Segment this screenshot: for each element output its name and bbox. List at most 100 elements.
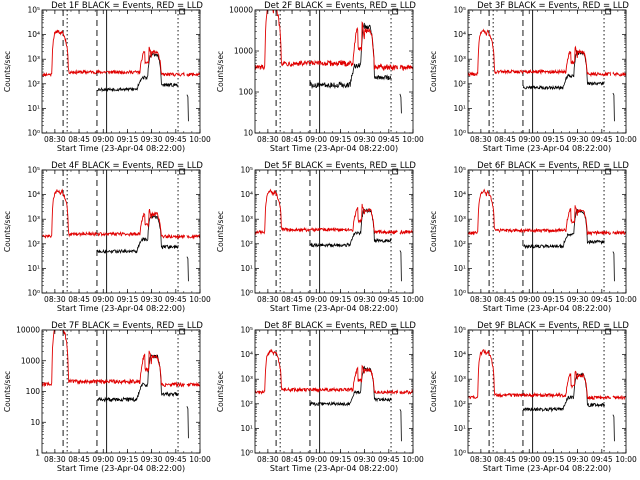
y-tick-label: 10⁵ <box>453 326 466 335</box>
x-tick-label: 10:00 <box>402 135 424 144</box>
detector-panel-4: 10⁰ 10¹ 10² 10³ 10⁴ 10⁵ 08:30 08:45 09:00 09:15 09… <box>0 160 213 320</box>
y-tick-label: 10⁴ <box>27 30 40 39</box>
x-tick-label: 08:45 <box>68 295 90 304</box>
y-tick-label: 10⁴ <box>27 190 40 199</box>
y-tick-label: 10⁰ <box>240 449 253 458</box>
y-tick-label: 1000 <box>21 356 40 365</box>
x-tick-label: 08:45 <box>281 455 303 464</box>
x-tick-label: 09:45 <box>165 135 187 144</box>
x-tick-label: 09:15 <box>330 135 352 144</box>
saa-square-marker <box>605 8 612 15</box>
x-tick-label: 09:45 <box>378 295 400 304</box>
y-tick-label: 10¹ <box>27 264 40 273</box>
x-tick-label: 09:15 <box>117 455 139 464</box>
saa-square-marker <box>392 328 399 335</box>
y-tick-label: 10¹ <box>453 264 466 273</box>
x-tick-label: 09:45 <box>591 455 613 464</box>
chart-title: Det 4F BLACK = Events, RED = LLD <box>51 161 203 171</box>
y-tick-label: 10⁵ <box>453 6 466 15</box>
x-axis-label: Start Time (23-Apr-04 08:22:00) <box>57 304 185 313</box>
series-lld-line <box>255 188 413 236</box>
y-tick-label: 10 <box>243 129 253 138</box>
x-tick-label: 09:30 <box>567 135 589 144</box>
y-tick-label: 10³ <box>27 55 40 64</box>
detector-panel-9: 10⁰ 10¹ 10² 10³ 10⁴ 10⁵ 08:30 08:45 09:00 09:15 09… <box>426 320 639 480</box>
y-tick-label: 10⁰ <box>27 289 40 298</box>
y-tick-label: 10000 <box>16 326 40 335</box>
saa-square-marker <box>392 168 399 175</box>
y-tick-label: 100 <box>239 88 254 97</box>
y-tick-label: 10² <box>240 399 253 408</box>
saa-square-marker <box>179 8 186 15</box>
y-axis-label: Counts/sec <box>216 51 225 92</box>
x-tick-label: 08:30 <box>257 295 279 304</box>
x-tick-label: 10:00 <box>189 455 211 464</box>
x-tick-label: 09:00 <box>518 295 540 304</box>
y-tick-label: 10¹ <box>240 424 253 433</box>
x-tick-label: 09:15 <box>543 295 565 304</box>
chart-title: Det 5F BLACK = Events, RED = LLD <box>264 161 416 171</box>
y-tick-label: 10¹ <box>453 104 466 113</box>
series-events-tail <box>186 406 189 439</box>
series-lld-line <box>42 330 200 388</box>
y-tick-label: 10³ <box>453 215 466 224</box>
plot-frame <box>41 169 201 294</box>
y-axis-label: Counts/sec <box>3 51 12 92</box>
x-tick-label: 09:15 <box>117 135 139 144</box>
x-tick-label: 09:00 <box>305 135 327 144</box>
chart-title: Det 9F BLACK = Events, RED = LLD <box>477 321 629 331</box>
y-tick-label: 10² <box>27 239 40 248</box>
plot-frame <box>254 329 414 454</box>
x-axis-label: Start Time (23-Apr-04 08:22:00) <box>483 464 611 473</box>
x-tick-label: 08:45 <box>494 455 516 464</box>
series-events-tail <box>399 93 402 114</box>
x-tick-label: 08:30 <box>470 455 492 464</box>
x-tick-label: 08:45 <box>281 295 303 304</box>
y-tick-label: 10000 <box>229 6 253 15</box>
x-tick-label: 09:45 <box>378 135 400 144</box>
x-tick-label: 09:00 <box>92 455 114 464</box>
x-tick-label: 08:30 <box>44 135 66 144</box>
y-tick-label: 10⁵ <box>27 166 40 175</box>
series-events-line <box>522 372 605 413</box>
series-lld-line <box>468 349 626 401</box>
series-events-line <box>523 208 605 250</box>
chart-svg: 1 10 100 1000 10000 08:30 08:45 09:00 09:15 09:30… <box>3 321 211 473</box>
x-tick-label: 08:45 <box>494 135 516 144</box>
y-tick-label: 10⁴ <box>453 350 466 359</box>
x-tick-label: 09:00 <box>92 135 114 144</box>
x-tick-label: 09:00 <box>305 295 327 304</box>
series-events-line <box>96 354 179 403</box>
detector-panel-2: 10 100 1000 10000 08:30 08:45 09:00 09:15 09:30 0… <box>213 0 426 160</box>
y-axis-label: Counts/sec <box>216 211 225 252</box>
series-events-tail <box>186 94 189 122</box>
x-tick-label: 09:15 <box>330 295 352 304</box>
y-axis-label: Counts/sec <box>429 371 438 412</box>
y-tick-label: 10⁴ <box>453 190 466 199</box>
x-tick-label: 09:15 <box>330 455 352 464</box>
series-events-tail <box>612 414 615 442</box>
y-tick-label: 10⁰ <box>240 289 253 298</box>
saa-square-marker <box>392 8 399 15</box>
x-tick-label: 10:00 <box>189 135 211 144</box>
detector-panel-6: 10⁰ 10¹ 10² 10³ 10⁴ 10⁵ 08:30 08:45 09:00 09:15 09… <box>426 160 639 320</box>
x-tick-label: 08:30 <box>470 135 492 144</box>
x-axis-label: Start Time (23-Apr-04 08:22:00) <box>270 304 398 313</box>
x-tick-label: 09:00 <box>92 295 114 304</box>
x-tick-label: 09:30 <box>354 135 376 144</box>
y-tick-label: 10⁰ <box>453 289 466 298</box>
x-tick-label: 09:00 <box>518 135 540 144</box>
x-tick-label: 09:15 <box>543 455 565 464</box>
series-lld-line <box>42 188 200 240</box>
plot-frame <box>467 169 627 294</box>
y-tick-label: 10² <box>240 239 253 248</box>
chart-title: Det 7F BLACK = Events, RED = LLD <box>51 321 203 331</box>
detector-panel-3: 10⁰ 10¹ 10² 10³ 10⁴ 10⁵ 08:30 08:45 09:00 09:15 09… <box>426 0 639 160</box>
x-axis-label: Start Time (23-Apr-04 08:22:00) <box>270 464 398 473</box>
x-tick-label: 08:30 <box>470 295 492 304</box>
series-events-line <box>96 52 179 93</box>
x-tick-label: 09:30 <box>141 135 163 144</box>
